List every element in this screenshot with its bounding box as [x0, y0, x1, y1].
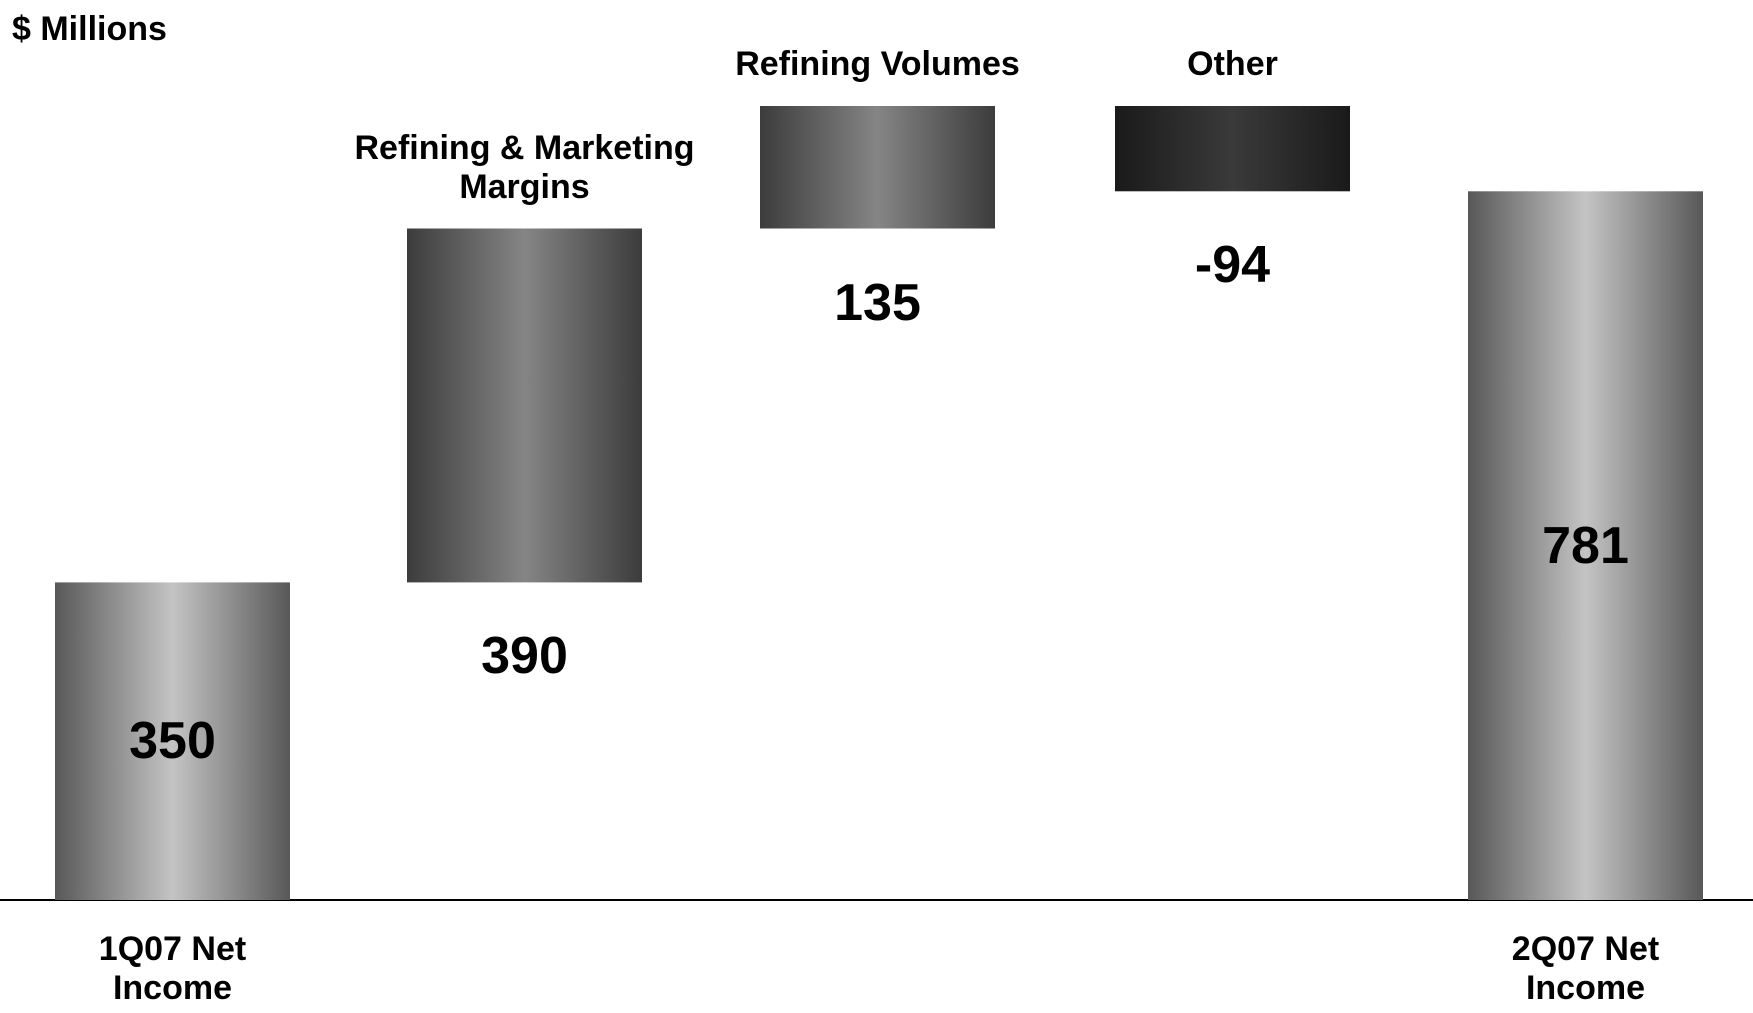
- unit-label: $ Millions: [12, 10, 167, 48]
- bar: [1115, 106, 1350, 192]
- value-label: 390: [481, 627, 568, 686]
- category-label: Refining & Marketing Margins: [354, 128, 695, 206]
- bar: [407, 228, 642, 583]
- value-label: -94: [1194, 236, 1271, 295]
- bar: [760, 106, 995, 229]
- category-label: 1Q07 Net Income: [98, 930, 247, 1008]
- category-label: Other: [1187, 45, 1278, 83]
- value-label: 135: [834, 273, 921, 332]
- category-label: Refining Volumes: [735, 45, 1020, 83]
- category-label: 2Q07 Net Income: [1511, 930, 1660, 1008]
- bar: [1468, 191, 1703, 900]
- value-label: 350: [129, 712, 216, 771]
- value-label: 781: [1542, 516, 1629, 575]
- bar: [55, 582, 290, 900]
